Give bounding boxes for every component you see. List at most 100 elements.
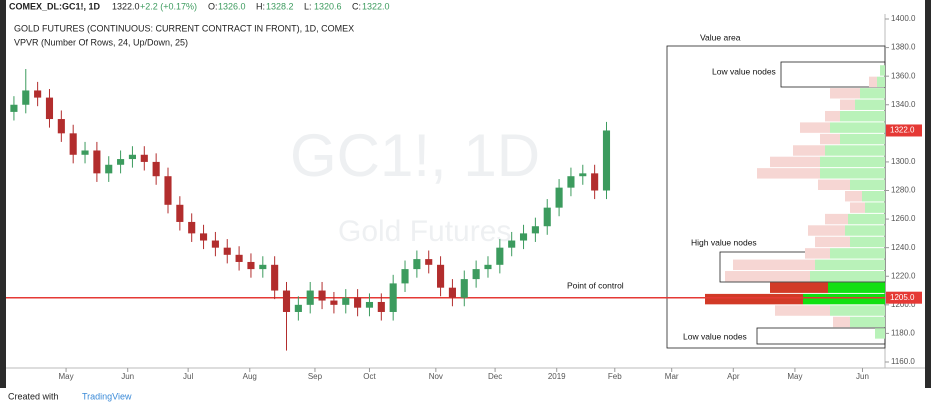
candle-body [377, 301, 385, 312]
profile-down [818, 179, 850, 190]
profile-down [770, 282, 828, 293]
candle-body [152, 161, 160, 177]
candle-body [365, 301, 374, 308]
candle-body [45, 97, 54, 120]
price-tag-label: 1205.0 [890, 293, 915, 302]
profile-down [869, 76, 877, 88]
price-tag [886, 124, 922, 137]
ohlc-value: 1322.0 [362, 1, 390, 11]
candle-body [519, 233, 528, 241]
annotation: Value area [700, 32, 741, 42]
x-tick-label: Apr [727, 372, 740, 381]
profile-down [845, 191, 862, 202]
candle-body [437, 264, 445, 288]
annotation: Low value nodes [712, 66, 776, 76]
candle-body [199, 233, 208, 241]
candle-body [188, 221, 196, 234]
profile-up [845, 225, 885, 236]
candle-body [259, 264, 267, 270]
annotation: Low value nodes [683, 331, 747, 341]
annotation: High value nodes [691, 237, 757, 247]
candle-body [176, 204, 184, 222]
footer-text: Created with [8, 391, 59, 401]
candle-body [247, 261, 255, 270]
x-tick-label: Sep [308, 372, 323, 381]
x-tick-label: Jul [183, 372, 193, 381]
candle-body [271, 264, 279, 291]
candle-body [282, 290, 291, 312]
last-price: 1322.0 [112, 1, 140, 11]
candle-body [294, 304, 302, 312]
ohlc-value: 1328.2 [266, 1, 294, 11]
y-tick-label: 1380.0 [891, 43, 916, 52]
profile-down [733, 259, 815, 271]
profile-up [877, 76, 885, 88]
profile-up [880, 65, 885, 76]
profile-up [875, 328, 885, 339]
y-tick-label: 1300.0 [891, 157, 916, 166]
profile-down [815, 236, 850, 248]
profile-down [850, 202, 865, 213]
candle-body [235, 254, 243, 262]
y-tick-label: 1360.0 [891, 71, 916, 80]
profile-down [757, 168, 820, 179]
price-tag-label: 1322.0 [890, 126, 915, 135]
candle-body [117, 159, 125, 165]
profile-up [820, 168, 885, 179]
candle-body [10, 104, 18, 112]
candle-body [354, 297, 362, 308]
profile-up [848, 213, 885, 225]
x-tick-label: May [59, 372, 74, 381]
profile-up [803, 293, 885, 305]
profile-down [830, 88, 860, 99]
footer-bar [0, 388, 931, 407]
x-tick-label: May [787, 372, 802, 381]
candle-body [448, 287, 456, 298]
y-tick-label: 1160.0 [891, 357, 915, 366]
candle-body [105, 164, 113, 174]
candle-body [57, 119, 65, 134]
header-bar [6, 0, 925, 14]
candle-body [508, 240, 516, 248]
ohlc-value: 1326.0 [218, 1, 246, 11]
y-tick-label: 1200.0 [891, 300, 916, 309]
profile-up [830, 248, 885, 259]
profile-up [825, 145, 885, 156]
profile-up [855, 99, 885, 110]
watermark-sub: Gold Futures [338, 215, 511, 248]
x-tick-label: Nov [429, 372, 443, 381]
candle-body [306, 290, 314, 305]
candle-body [591, 173, 599, 191]
candle-body [531, 226, 539, 234]
x-tick-label: Jun [121, 372, 134, 381]
y-tick-label: 1180.0 [891, 329, 915, 338]
profile-down [820, 133, 840, 145]
profile-down [833, 316, 850, 328]
candle-body [128, 154, 136, 160]
profile-down [775, 305, 830, 316]
ohlc-key: L: [304, 1, 312, 11]
profile-down [793, 145, 825, 156]
footer-brand[interactable]: TradingView [82, 391, 132, 401]
y-tick-label: 1240.0 [891, 243, 916, 252]
legend-title: GOLD FUTURES (CONTINUOUS: CURRENT CONTRA… [14, 23, 354, 33]
x-tick-label: Aug [243, 372, 257, 381]
candle-body [460, 279, 468, 298]
profile-up [840, 110, 885, 122]
y-tick-label: 1280.0 [891, 186, 916, 195]
candle-body [484, 264, 492, 270]
candle-body [93, 150, 101, 174]
candle-body [22, 90, 30, 105]
x-tick-label: Oct [363, 372, 376, 381]
profile-up [810, 271, 885, 282]
ohlc-key: O: [208, 1, 218, 11]
candle-body [472, 269, 480, 280]
x-tick-label: Mar [665, 372, 679, 381]
profile-up [865, 202, 885, 213]
profile-down [770, 156, 820, 168]
watermark: GC1!, 1D [290, 122, 540, 189]
x-tick-label: Jun [856, 372, 869, 381]
y-tick-label: 1220.0 [891, 271, 916, 280]
